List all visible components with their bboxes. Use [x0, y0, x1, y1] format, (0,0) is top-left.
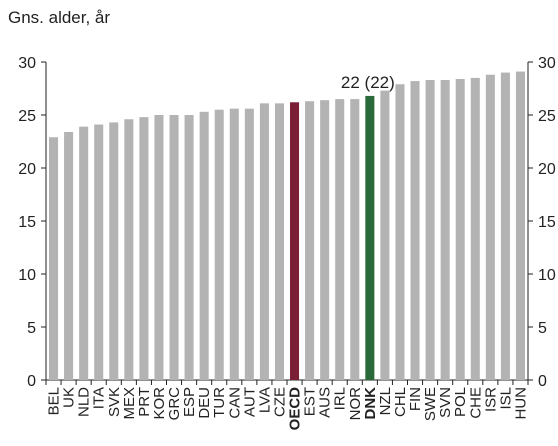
- y-tick-label-left: 20: [18, 161, 36, 178]
- x-tick-label: SWE: [422, 387, 439, 421]
- bar-pol: [455, 78, 465, 381]
- bar-tur: [214, 109, 224, 380]
- bar-prt: [139, 117, 149, 381]
- x-tick-label: SVK: [106, 387, 123, 417]
- y-tick-label-right: 0: [538, 373, 547, 390]
- x-tick-label: DEU: [196, 387, 213, 419]
- x-tick-label: ITA: [91, 387, 108, 409]
- x-tick-label: TUR: [211, 387, 228, 418]
- bar-uk: [64, 131, 74, 380]
- x-tick-label: LVA: [256, 387, 273, 413]
- y-tick-label-left: 30: [18, 55, 36, 72]
- y-tick-label-left: 15: [18, 214, 36, 231]
- bar-svk: [109, 122, 119, 381]
- bar-dnk: [365, 95, 375, 381]
- bar-kor: [154, 115, 164, 380]
- x-tick-label: SVN: [437, 387, 454, 418]
- x-tick-label: GRC: [166, 387, 183, 421]
- bar-nzl: [380, 90, 390, 381]
- bar-bel: [49, 137, 59, 380]
- x-tick-label: OECD: [287, 387, 304, 431]
- x-tick-label: AUS: [317, 387, 334, 418]
- bar-svn: [440, 80, 450, 381]
- x-tick-label: ISL: [497, 387, 514, 410]
- y-tick-label-right: 10: [538, 267, 556, 284]
- bar-che: [470, 77, 480, 381]
- y-tick-label-left: 25: [18, 108, 36, 125]
- x-tick-label: EST: [302, 387, 319, 416]
- y-tick-label-right: 25: [538, 108, 556, 125]
- y-tick-label-right: 30: [538, 55, 556, 72]
- bar-isl: [500, 72, 510, 380]
- bar-est: [305, 101, 315, 380]
- y-tick-label-right: 5: [538, 320, 547, 337]
- bar-lva: [259, 103, 269, 380]
- x-tick-label: NLD: [76, 387, 93, 417]
- x-tick-label: HUN: [512, 387, 529, 420]
- bar-chl: [395, 84, 405, 380]
- bar-grc: [169, 115, 179, 380]
- bar-cze: [274, 103, 284, 380]
- x-tick-label: ISR: [482, 387, 499, 412]
- x-tick-label: CHL: [392, 387, 409, 417]
- x-tick-label: NZL: [377, 387, 394, 415]
- bar-swe: [425, 80, 435, 381]
- bar-hun: [515, 71, 525, 380]
- x-tick-label: MEX: [121, 387, 138, 420]
- bar-irl: [335, 99, 345, 380]
- bar-can: [229, 108, 239, 380]
- y-tick-label-right: 20: [538, 161, 556, 178]
- x-tick-label: KOR: [151, 387, 168, 420]
- bar-mex: [124, 119, 134, 381]
- y-tick-label-left: 10: [18, 267, 36, 284]
- bar-aut: [244, 108, 254, 380]
- x-tick-label: PRT: [136, 387, 153, 417]
- bar-deu: [199, 111, 209, 380]
- x-tick-label: CAN: [226, 387, 243, 419]
- x-tick-label: BEL: [46, 387, 63, 415]
- x-tick-label: UK: [61, 387, 78, 408]
- x-tick-label: ESP: [181, 387, 198, 417]
- bar-esp: [184, 115, 194, 380]
- x-tick-label: NOR: [347, 387, 364, 421]
- bar-aus: [320, 100, 330, 380]
- x-tick-label: FIN: [407, 387, 424, 411]
- bar-oecd: [290, 102, 300, 380]
- x-tick-label: AUT: [241, 387, 258, 417]
- x-tick-label: CHE: [467, 387, 484, 419]
- x-tick-label: DNK: [362, 387, 379, 420]
- y-axis-label: Gns. alder, år: [8, 8, 111, 27]
- bar-isr: [485, 74, 495, 380]
- bar-nld: [79, 126, 89, 380]
- x-tick-label: POL: [452, 387, 469, 417]
- bar-annotation: 22 (22): [341, 73, 395, 92]
- bar-nor: [350, 99, 360, 380]
- y-tick-label-right: 15: [538, 214, 556, 231]
- y-tick-label-left: 0: [27, 373, 36, 390]
- x-tick-label: CZE: [271, 387, 288, 417]
- x-tick-label: IRL: [332, 387, 349, 410]
- bar-fin: [410, 81, 420, 380]
- y-tick-label-left: 5: [27, 320, 36, 337]
- bar-ita: [94, 124, 104, 380]
